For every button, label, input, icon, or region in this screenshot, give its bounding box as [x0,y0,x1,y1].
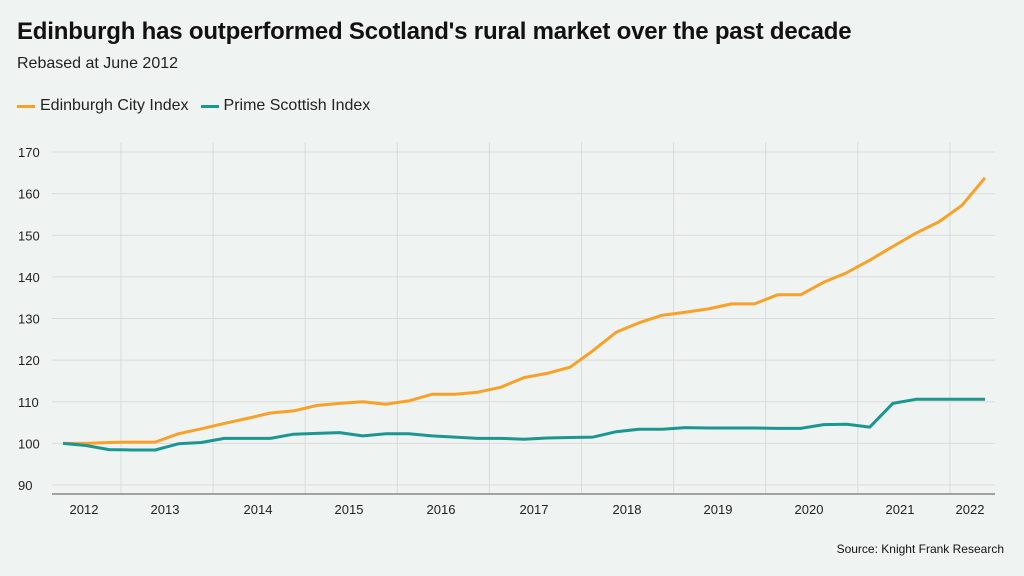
y-tick-label: 140 [18,270,40,285]
x-tick-label: 2022 [956,502,985,517]
y-tick-label: 130 [18,312,40,327]
chart-subtitle: Rebased at June 2012 [17,55,179,72]
y-tick-label: 160 [18,187,40,202]
chart-title: Edinburgh has outperformed Scotland's ru… [17,18,852,45]
x-tick-label: 2019 [704,502,733,517]
legend-swatch-edinburgh [17,104,35,108]
x-tick-label: 2013 [151,502,180,517]
x-tick-label: 2020 [795,502,824,517]
series-line-prime-scottish [62,397,985,452]
x-tick-label: 2016 [427,502,456,517]
legend-item-edinburgh: Edinburgh City Index [17,97,189,115]
legend-label-prime-scottish: Prime Scottish Index [223,97,371,114]
y-tick-label: 90 [18,478,32,493]
source-note: Source: Knight Frank Research [836,542,1004,556]
x-tick-label: 2012 [70,502,99,517]
y-tick-label: 170 [18,145,40,160]
x-tick-label: 2015 [335,502,364,517]
x-tick-label: 2017 [520,502,549,517]
legend-swatch-prime-scottish [200,104,219,108]
legend: Edinburgh City Index Prime Scottish Inde… [17,97,370,115]
series-line-edinburgh [63,176,987,445]
x-tick-label: 2014 [244,502,273,517]
legend-item-prime-scottish: Prime Scottish Index [200,97,371,115]
legend-label-edinburgh: Edinburgh City Index [40,97,189,114]
y-tick-label: 110 [18,395,39,410]
y-tick-label: 150 [18,228,40,243]
x-tick-label: 2021 [886,502,915,517]
y-tick-label: 120 [18,353,40,368]
y-tick-label: 100 [18,436,40,451]
x-tick-label: 2018 [613,502,642,517]
